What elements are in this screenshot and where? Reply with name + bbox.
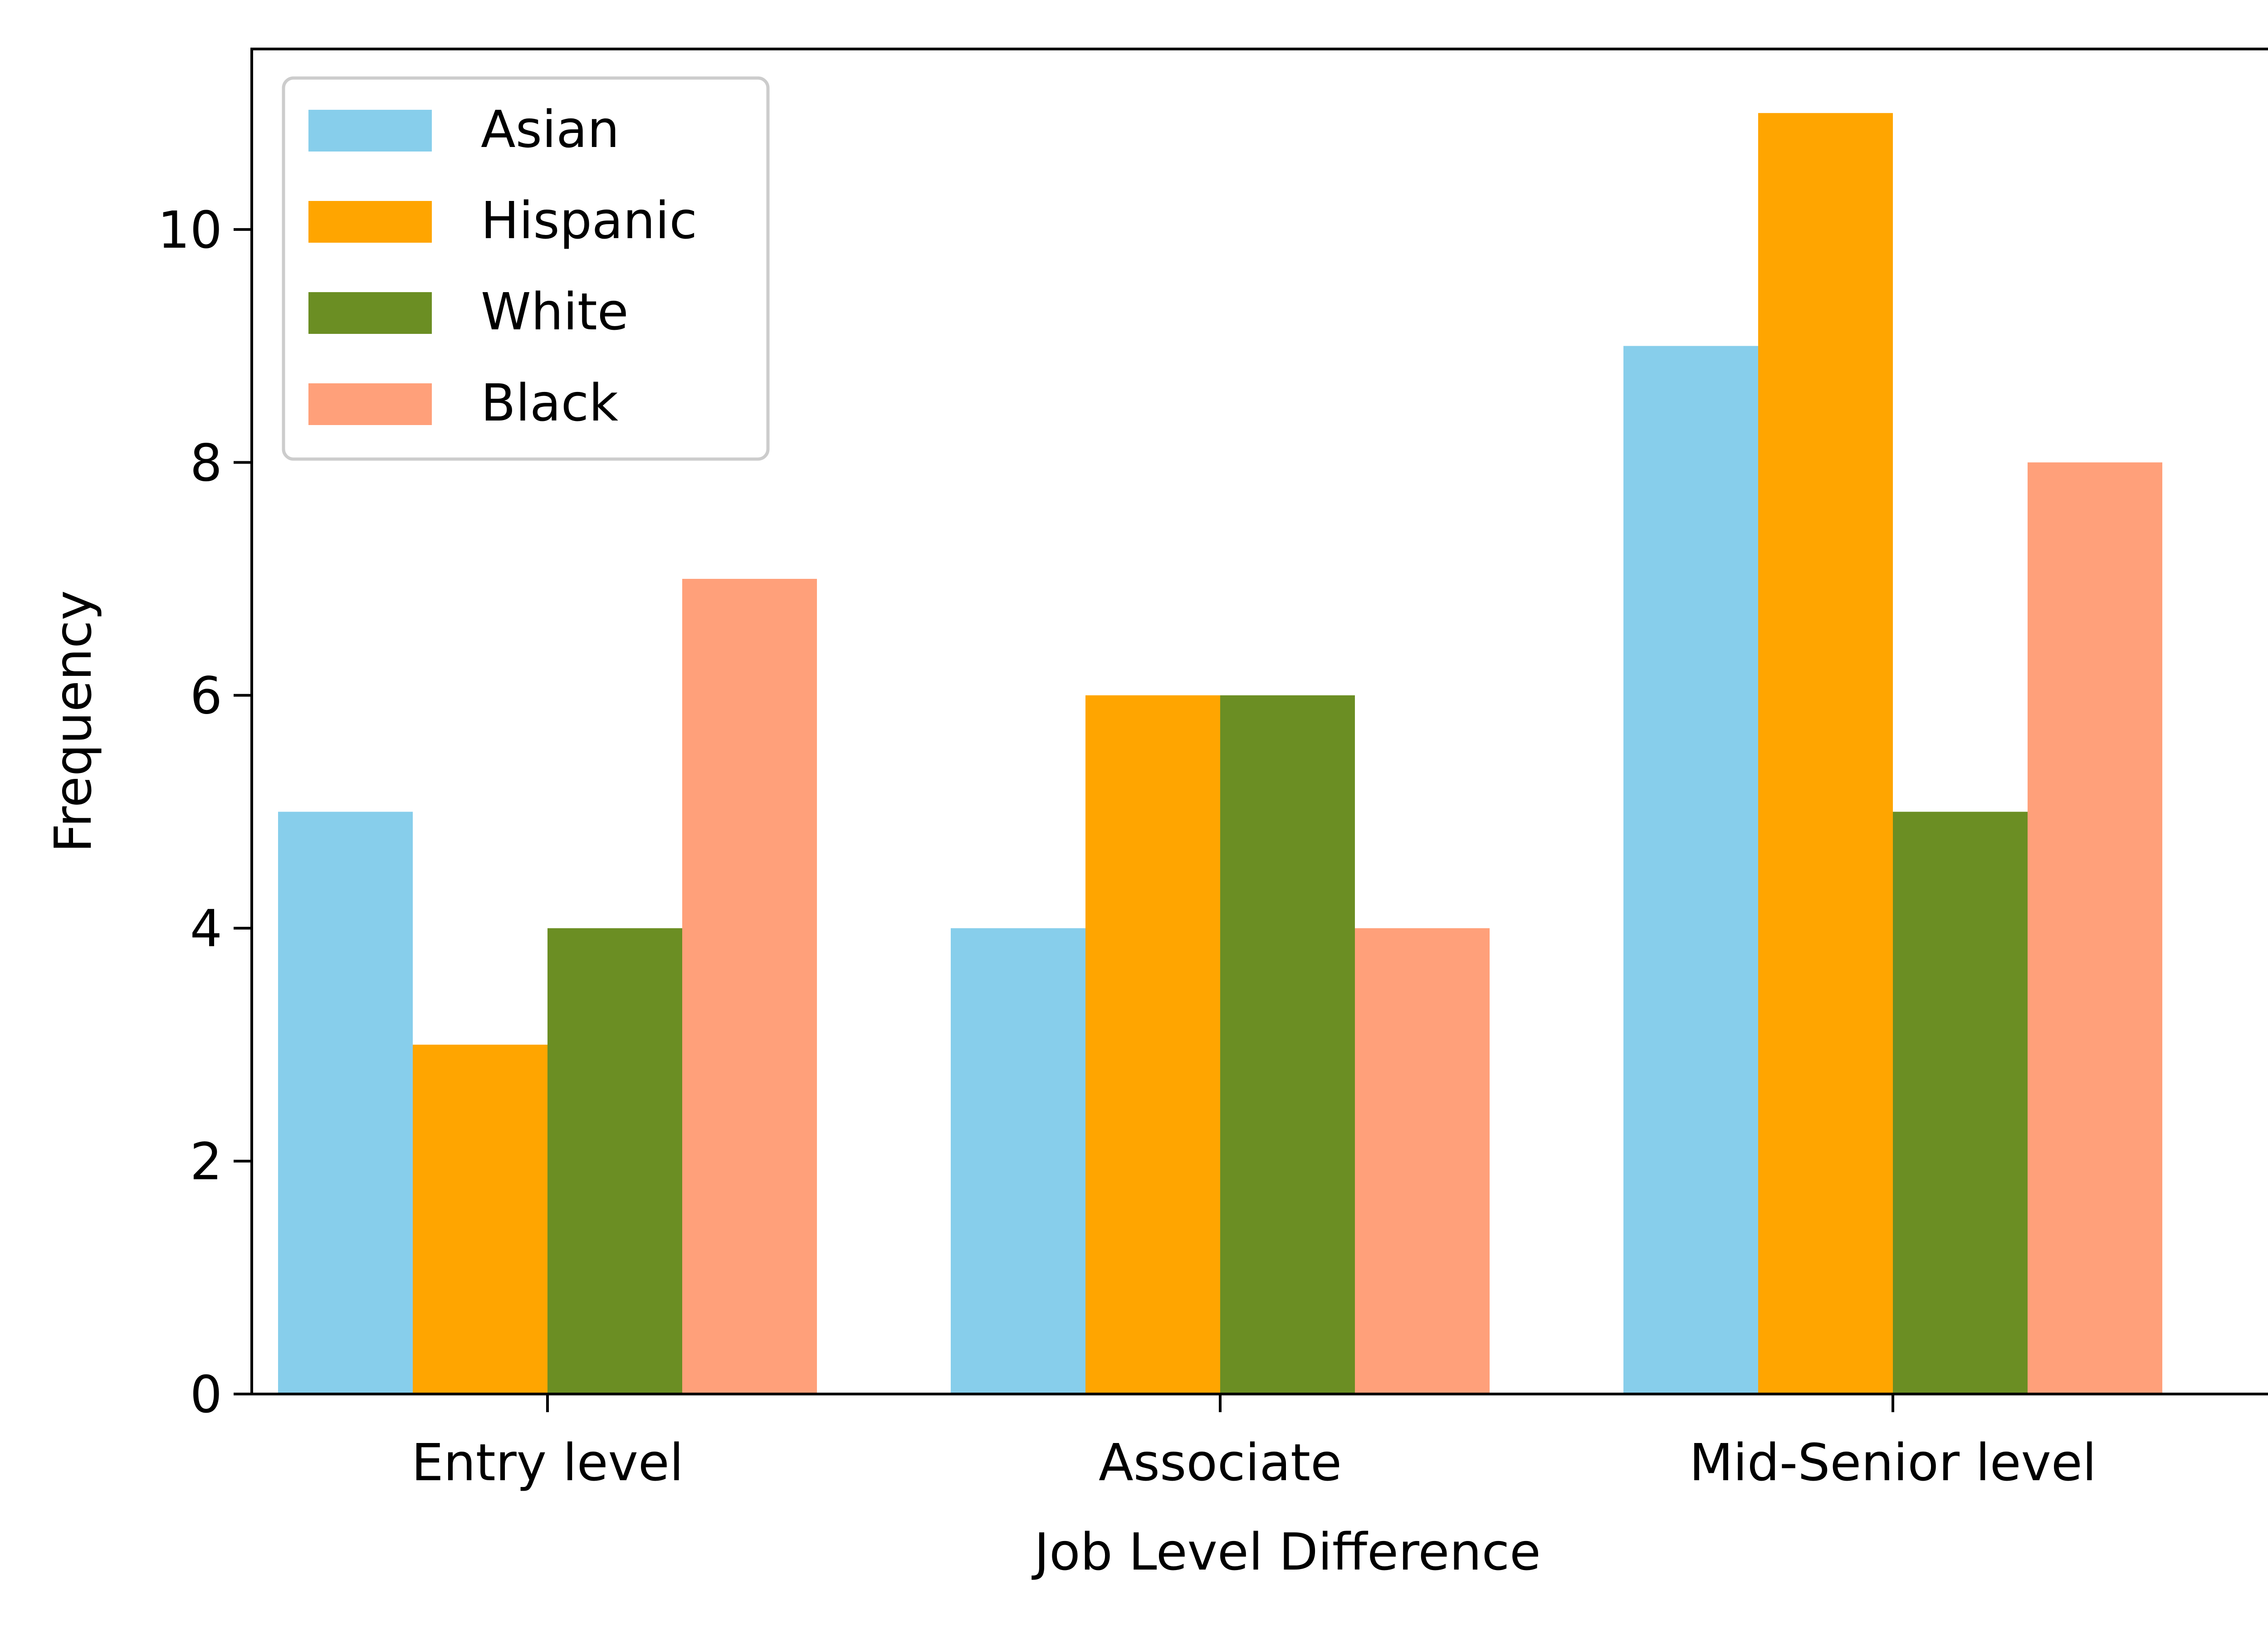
legend-swatch-black	[308, 383, 432, 425]
bar-white-associate	[1220, 695, 1355, 1394]
y-tick-label: 0	[190, 1365, 222, 1424]
legend-swatch-asian	[308, 110, 432, 152]
x-axis-label: Job Level Difference	[1031, 1523, 1541, 1582]
legend-label-black: Black	[481, 374, 618, 433]
x-tick-label: Entry level	[411, 1433, 684, 1492]
bar-white-mid-senior-level	[1893, 812, 2028, 1394]
legend-box	[282, 76, 770, 461]
y-tick-label: 8	[190, 434, 222, 493]
x-axis: Entry level Associate Mid-Senior level	[411, 1394, 2097, 1492]
bar-hispanic-mid-senior-level	[1758, 113, 1893, 1394]
bar-black-associate	[1355, 928, 1490, 1394]
plot-frame	[250, 48, 2268, 1395]
legend-label-white: White	[481, 283, 629, 342]
bars-layer	[278, 113, 2162, 1394]
bar-asian-mid-senior-level	[1623, 346, 1758, 1394]
legend-label-hispanic: Hispanic	[481, 191, 697, 250]
legend-swatch-white	[308, 292, 432, 334]
y-tick-label: 6	[190, 667, 222, 726]
bar-hispanic-entry-level	[413, 1044, 547, 1394]
y-tick-label: 10	[157, 201, 222, 260]
y-axis-label: Frequency	[44, 590, 103, 853]
legend-label-asian: Asian	[481, 100, 620, 159]
bar-white-entry-level	[547, 928, 682, 1394]
y-tick-label: 4	[190, 900, 222, 959]
bar-hispanic-associate	[1085, 695, 1220, 1394]
y-tick-label: 2	[190, 1133, 222, 1192]
x-tick-label: Mid-Senior level	[1689, 1433, 2097, 1492]
y-axis: 0 2 4 6 8 10	[157, 201, 252, 1424]
legend-swatch-hispanic	[308, 201, 432, 243]
bar-asian-associate	[951, 928, 1085, 1394]
bar-asian-entry-level	[278, 812, 413, 1394]
bar-black-entry-level	[682, 579, 817, 1394]
legend: Asian Hispanic White Black	[282, 76, 770, 461]
x-tick-label: Associate	[1099, 1433, 1342, 1492]
bar-black-mid-senior-level	[2028, 462, 2162, 1394]
